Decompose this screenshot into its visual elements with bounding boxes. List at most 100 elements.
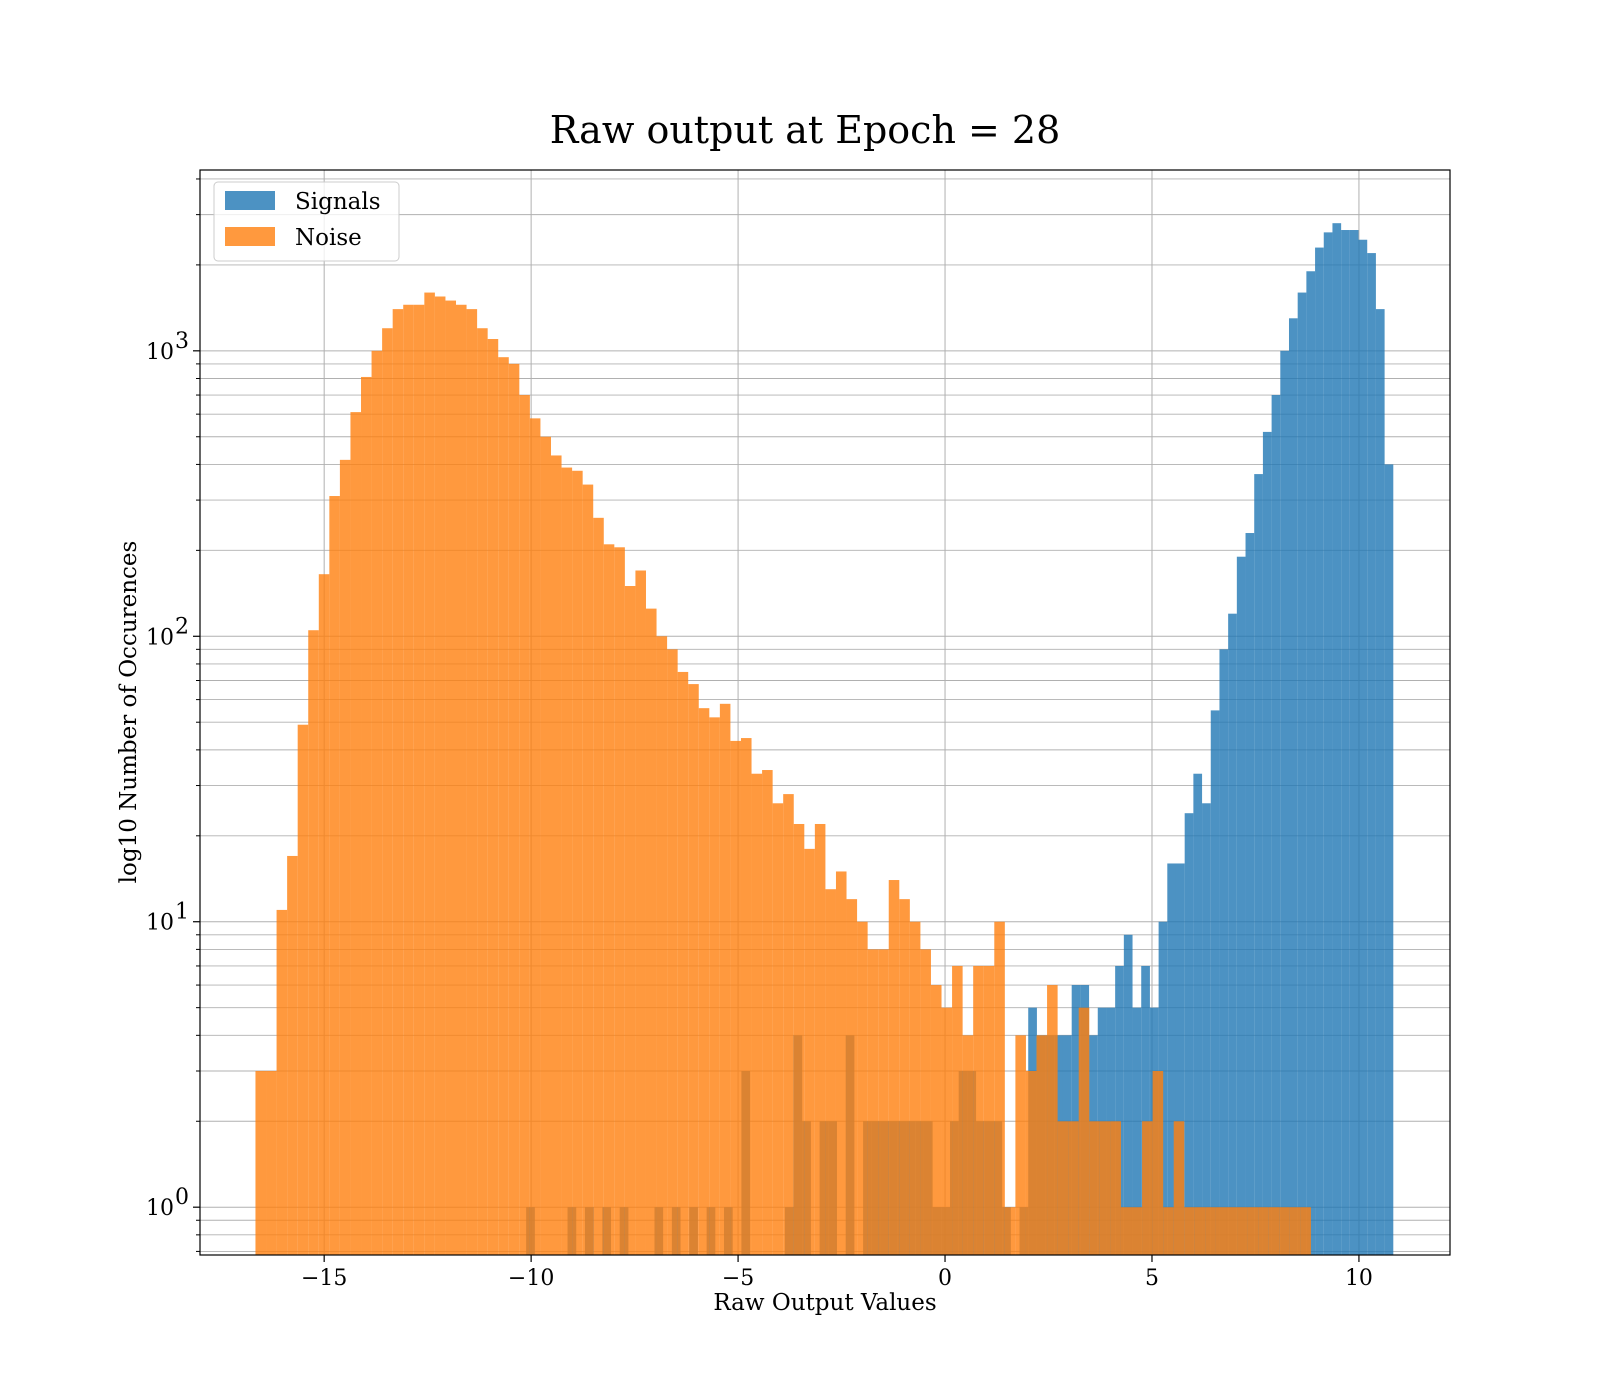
histogram-bar [709, 717, 720, 1255]
histogram-bar [804, 848, 815, 1255]
histogram-bar [1280, 350, 1289, 1255]
histogram-bar [920, 949, 931, 1255]
histogram-bar [740, 738, 752, 1255]
histogram-bar [835, 871, 847, 1255]
histogram-bar [1120, 1207, 1132, 1255]
histogram-bar [572, 470, 583, 1255]
histogram-bar [1142, 1121, 1153, 1255]
histogram-bar [371, 350, 383, 1255]
x-tick-label: 5 [1145, 1266, 1159, 1291]
histogram-bar [1123, 934, 1133, 1255]
histogram-bar [857, 921, 868, 1255]
histogram-bar [1323, 232, 1333, 1255]
histogram-bar [793, 823, 805, 1255]
histogram-bar [1205, 1207, 1216, 1255]
histogram-bar [1194, 1207, 1206, 1255]
histogram-bar [550, 455, 562, 1255]
histogram-bar [1247, 1207, 1259, 1255]
histogram-bar [519, 395, 530, 1255]
y-tick-label: 10 [146, 1196, 174, 1221]
histogram-bar [266, 1070, 277, 1255]
histogram-bar [1210, 710, 1220, 1255]
histogram-bar [941, 1007, 953, 1255]
histogram-bar [825, 889, 836, 1255]
histogram-bar [1167, 863, 1176, 1255]
y-tick-exponent: 3 [175, 329, 189, 354]
histogram-bar [751, 773, 763, 1255]
histogram-bar [930, 985, 942, 1255]
x-tick-label: −15 [301, 1266, 347, 1291]
histogram-bar [1184, 813, 1194, 1255]
histogram-bar [424, 292, 435, 1255]
x-tick-label: 10 [1345, 1266, 1373, 1291]
histogram-bar [308, 630, 319, 1255]
histogram-bar [645, 608, 657, 1255]
legend-swatch-noise [225, 227, 275, 246]
histogram-bar [614, 547, 625, 1255]
legend-swatch-signals [225, 191, 275, 210]
histogram-bar [382, 328, 393, 1255]
histogram-bar [1057, 1121, 1069, 1255]
histogram-bar [1236, 556, 1246, 1255]
histogram-bar [593, 517, 604, 1255]
x-tick-label: −10 [508, 1266, 554, 1291]
axes-frame [199, 169, 1451, 1256]
histogram-bar [867, 949, 879, 1255]
histogram-bar [1131, 1207, 1143, 1255]
histogram-bar [698, 708, 710, 1255]
histogram-bar [1184, 1207, 1195, 1255]
histogram-bar [1332, 223, 1342, 1255]
histogram-bar [656, 636, 668, 1255]
histogram-bar [297, 724, 309, 1255]
x-axis-label: Raw Output Values [713, 1290, 936, 1316]
histogram-bar [529, 418, 541, 1256]
histogram-bar [318, 574, 330, 1255]
histogram-bar [1367, 253, 1376, 1255]
histogram-bar [392, 309, 404, 1255]
histogram-bar [1384, 464, 1394, 1255]
histogram-bar [814, 823, 826, 1255]
histogram-bar [1271, 395, 1281, 1255]
histogram-bar [1193, 773, 1203, 1255]
histogram-bar [1315, 247, 1324, 1255]
histogram-bar [434, 296, 446, 1256]
y-tick-label: 10 [146, 625, 174, 650]
histogram-bar [1163, 1207, 1174, 1255]
histogram-bar [1341, 230, 1350, 1256]
histogram-bar [899, 899, 910, 1255]
histogram-bar [339, 459, 351, 1255]
histogram-bar [1175, 863, 1185, 1255]
histogram-bar [466, 309, 478, 1255]
histogram-bar [540, 436, 551, 1255]
y-axis-label: log10 Number of Occurences [116, 541, 142, 884]
histogram-bar [1300, 1207, 1311, 1255]
histogram-bar [688, 684, 699, 1255]
y-tick-label: 10 [146, 911, 174, 936]
histogram-bar [1099, 1121, 1111, 1255]
histogram-bar [361, 376, 372, 1255]
histogram-bar [730, 740, 741, 1255]
histogram-bar [276, 909, 288, 1255]
histogram-bar [1258, 1207, 1269, 1255]
histogram-bar [603, 544, 615, 1255]
histogram-bar [1132, 1007, 1142, 1255]
histogram-bar [624, 586, 636, 1255]
histogram-bar [350, 412, 362, 1256]
y-tick-exponent: 2 [175, 614, 189, 639]
histogram-bar [1289, 1207, 1301, 1255]
x-tick-label: −5 [722, 1266, 754, 1291]
y-tick-exponent: 0 [175, 1185, 189, 1210]
histogram-bar [1375, 309, 1385, 1255]
histogram-bar [1215, 1207, 1227, 1255]
histogram-bar [508, 363, 520, 1255]
bars [255, 223, 1394, 1256]
histogram-bar [1245, 533, 1255, 1255]
histogram-bar [983, 965, 995, 1255]
histogram-bar [1047, 985, 1058, 1255]
histogram-bar [1202, 803, 1211, 1255]
y-tick-exponent: 1 [175, 900, 189, 925]
histogram-bar [783, 794, 794, 1255]
histogram-bar [762, 770, 773, 1255]
